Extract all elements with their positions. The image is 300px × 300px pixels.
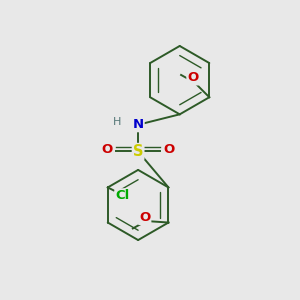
Text: O: O — [163, 143, 174, 156]
Text: N: N — [133, 118, 144, 131]
Text: S: S — [133, 144, 143, 159]
Text: O: O — [188, 71, 199, 84]
Text: Cl: Cl — [116, 189, 130, 202]
Text: O: O — [102, 143, 113, 156]
Text: O: O — [139, 211, 150, 224]
Text: H: H — [113, 117, 122, 127]
